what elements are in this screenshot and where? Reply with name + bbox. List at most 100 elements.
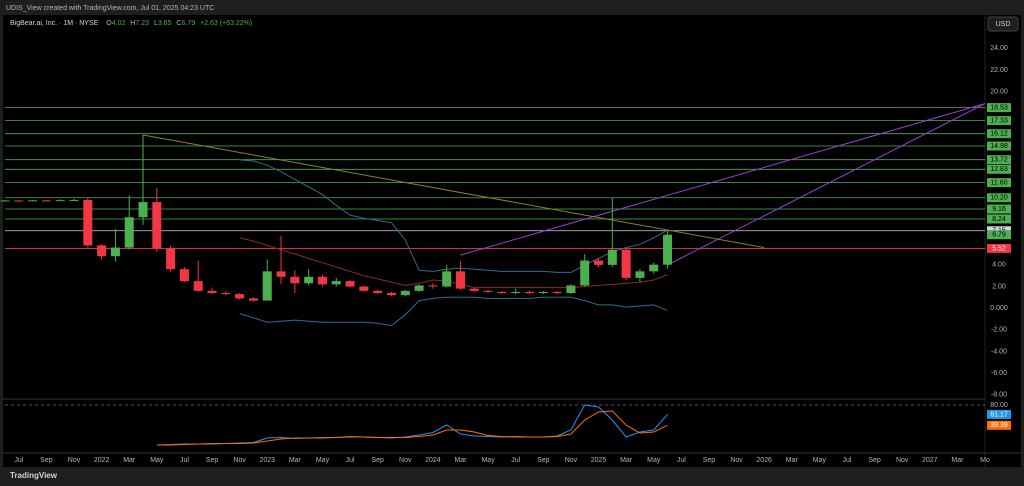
candle-body [538, 291, 548, 294]
x-tick-label: May [647, 457, 661, 464]
level-label-bg [987, 230, 1011, 240]
y-tick-label: -8.00 [991, 392, 1007, 399]
x-tick-label: Sep [703, 457, 716, 464]
level-label-bg [987, 141, 1011, 151]
y-tick-label: 0.000 [990, 305, 1008, 312]
candle-body [552, 291, 562, 294]
overlay-line [239, 237, 668, 289]
y-tick-label: 24.00 [990, 45, 1008, 52]
x-tick-label: Jul [14, 457, 23, 464]
level-label-bg [987, 164, 1011, 174]
chart-area [3, 15, 1021, 467]
level-label: 14.98 [990, 143, 1008, 150]
candle-body [317, 276, 327, 285]
candle-body [483, 290, 493, 292]
osc-label-bg [987, 409, 1011, 419]
level-label-bg [987, 193, 1011, 203]
x-tick-label: 2023 [259, 457, 275, 464]
candle-body [497, 291, 507, 294]
header: BigBear.ai, Inc. · 1M · NYSE O4.02 H7.23… [10, 20, 252, 27]
candle-body [0, 200, 10, 202]
candle-body [124, 217, 134, 248]
candle-body [97, 245, 107, 257]
candle-body [28, 200, 38, 202]
x-tick-label: 2026 [756, 457, 772, 464]
x-tick-label: Mar [786, 457, 799, 464]
y-tick-label: 20.00 [990, 89, 1008, 96]
level-label-bg [987, 214, 1011, 224]
x-tick-label: Mo [980, 457, 990, 464]
x-tick-label: 2022 [94, 457, 110, 464]
trendline [667, 103, 986, 266]
ohlc-value: 7.23 [135, 20, 149, 27]
trendline [142, 134, 765, 249]
candle-body [359, 286, 369, 291]
level-label: 17.33 [990, 117, 1008, 124]
level-label-bg [987, 204, 1011, 214]
x-tick-label: Jul [842, 457, 851, 464]
candle-body [83, 199, 93, 246]
y-tick-label: 2.00 [992, 283, 1006, 290]
x-tick-label: Jul [677, 457, 686, 464]
y-tick-label: 4.00 [992, 262, 1006, 269]
osc-label-bg [987, 420, 1011, 430]
ohlc-prefix: L [154, 20, 158, 27]
level-label: 12.83 [990, 166, 1008, 173]
ohlc-value: 3.65 [158, 20, 172, 27]
candle-body [110, 247, 120, 257]
x-tick-label: May [481, 457, 495, 464]
osc-label: 61.17 [990, 411, 1008, 418]
x-tick-label: Sep [206, 457, 219, 464]
x-tick-label: Nov [233, 457, 246, 464]
x-tick-label: Mar [123, 457, 136, 464]
y-tick-label: 22.00 [990, 67, 1008, 74]
candle-body [221, 293, 231, 295]
x-tick-label: Mar [620, 457, 633, 464]
overlay-line [239, 159, 668, 273]
y-tick-label: -6.00 [991, 370, 1007, 377]
level-label: 18.53 [990, 104, 1008, 111]
y-tick-label: -2.00 [991, 327, 1007, 334]
currency-button[interactable] [987, 16, 1019, 32]
x-tick-label: Nov [896, 457, 909, 464]
x-tick-label: 2024 [425, 457, 441, 464]
candle-body [193, 281, 203, 291]
candle-body [262, 271, 272, 301]
level-label: 11.60 [991, 179, 1008, 186]
candle-body [207, 290, 217, 294]
candle-body [469, 288, 479, 291]
x-tick-label: Nov [730, 457, 743, 464]
candle-body [248, 298, 258, 301]
x-tick-label: Sep [371, 457, 384, 464]
x-tick-label: May [316, 457, 330, 464]
candle-body [235, 294, 245, 299]
candle-body [607, 249, 617, 265]
level-label-bg [987, 103, 1011, 113]
candle-body [373, 290, 383, 294]
currency[interactable]: USD [996, 21, 1011, 28]
level-label-bg [987, 178, 1011, 188]
level-label-bg [987, 243, 1011, 253]
level-label: 6.79 [992, 232, 1006, 239]
ohlc-prefix: H [130, 20, 135, 27]
candle-body [179, 269, 189, 282]
candle-body [290, 276, 300, 284]
trendline [460, 103, 986, 256]
level-label: 10.20 [990, 195, 1008, 202]
x-tick-label: May [813, 457, 827, 464]
level-label-bg [987, 129, 1011, 139]
x-tick-label: Jul [180, 457, 189, 464]
candle-body [331, 281, 341, 285]
x-tick-label: Nov [399, 457, 412, 464]
watermark: UDIS_View created with TradingView.com, … [6, 5, 214, 12]
x-tick-label: May [150, 457, 164, 464]
candle-body [580, 260, 590, 286]
x-tick-label: Sep [537, 457, 550, 464]
level-label-bg [987, 155, 1011, 165]
candle-body [69, 199, 79, 201]
x-tick-label: Nov [565, 457, 578, 464]
y-tick-label: -4.00 [991, 348, 1007, 355]
candle-body [511, 291, 521, 294]
candle-body [166, 248, 176, 270]
